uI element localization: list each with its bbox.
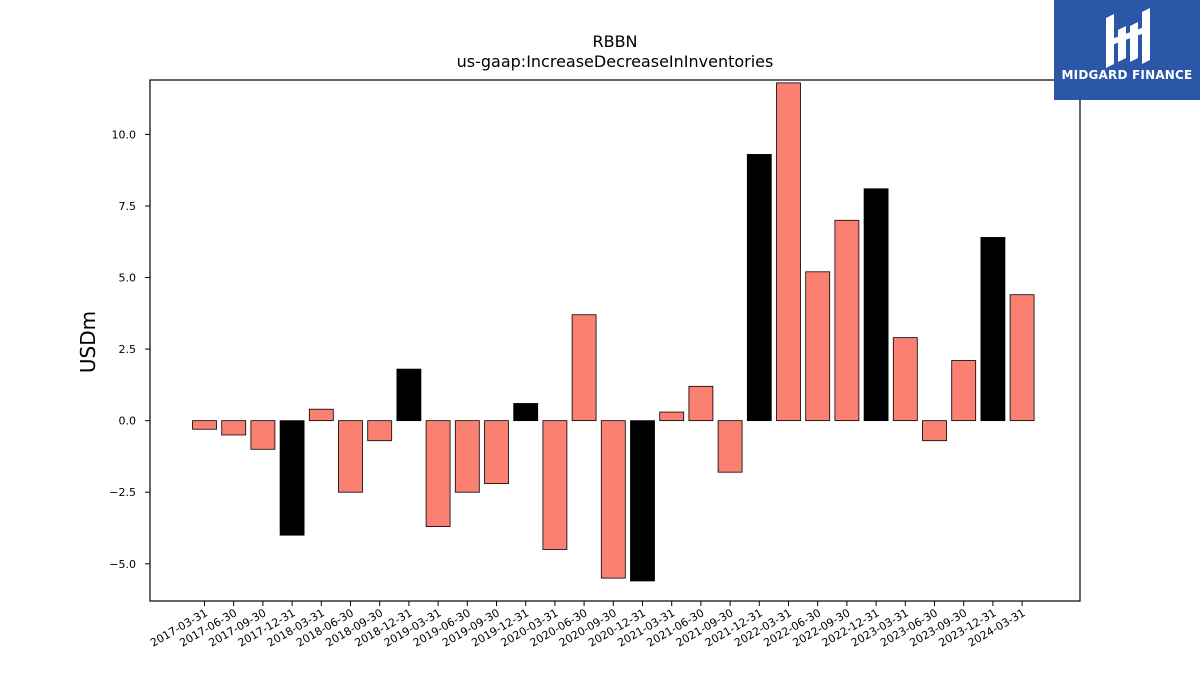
bar-2022-06-30 — [806, 272, 830, 421]
bar-2017-06-30 — [222, 421, 246, 435]
bar-2023-03-31 — [893, 338, 917, 421]
bar-2017-12-31 — [280, 421, 304, 536]
midgard-logo-icon — [1054, 0, 1200, 100]
bar-2022-09-30 — [835, 220, 859, 420]
bar-2017-03-31 — [193, 421, 217, 430]
midgard-finance-logo: MIDGARD FINANCE — [1054, 0, 1200, 100]
bar-2018-06-30 — [339, 421, 363, 493]
y-tick-label: 10.0 — [112, 128, 137, 141]
bar-2023-06-30 — [923, 421, 947, 441]
bar-2019-06-30 — [455, 421, 479, 493]
y-tick-label: −2.5 — [109, 486, 136, 499]
bar-2021-09-30 — [718, 421, 742, 473]
y-axis-label: USDm — [76, 311, 100, 373]
chart-subtitle: us-gaap:IncreaseDecreaseInInventories — [150, 52, 1080, 71]
bar-2019-03-31 — [426, 421, 450, 527]
bar-2022-12-31 — [864, 189, 888, 421]
bar-2021-06-30 — [689, 386, 713, 420]
bar-2022-03-31 — [777, 83, 801, 421]
bar-2019-12-31 — [514, 403, 538, 420]
logo-text: MIDGARD FINANCE — [1054, 68, 1200, 82]
chart: −5.0−2.50.02.55.07.510.02017-03-312017-0… — [0, 0, 1200, 675]
bar-2021-03-31 — [660, 412, 684, 421]
bar-2018-12-31 — [397, 369, 421, 421]
bar-2019-09-30 — [485, 421, 509, 484]
bar-2023-12-31 — [981, 237, 1005, 420]
bar-2017-09-30 — [251, 421, 275, 450]
bar-2020-03-31 — [543, 421, 567, 550]
bar-2018-09-30 — [368, 421, 392, 441]
chart-title: RBBN — [150, 32, 1080, 51]
y-tick-label: 2.5 — [119, 343, 137, 356]
y-tick-label: 7.5 — [119, 200, 137, 213]
y-tick-label: 5.0 — [119, 272, 137, 285]
bar-2018-03-31 — [309, 409, 333, 420]
bar-2023-09-30 — [952, 361, 976, 421]
bar-2021-12-31 — [747, 154, 771, 420]
bar-2024-03-31 — [1010, 295, 1034, 421]
bar-2020-06-30 — [572, 315, 596, 421]
bar-2020-12-31 — [631, 421, 655, 581]
bar-2020-09-30 — [601, 421, 625, 578]
y-tick-label: −5.0 — [109, 558, 136, 571]
y-tick-label: 0.0 — [119, 415, 137, 428]
